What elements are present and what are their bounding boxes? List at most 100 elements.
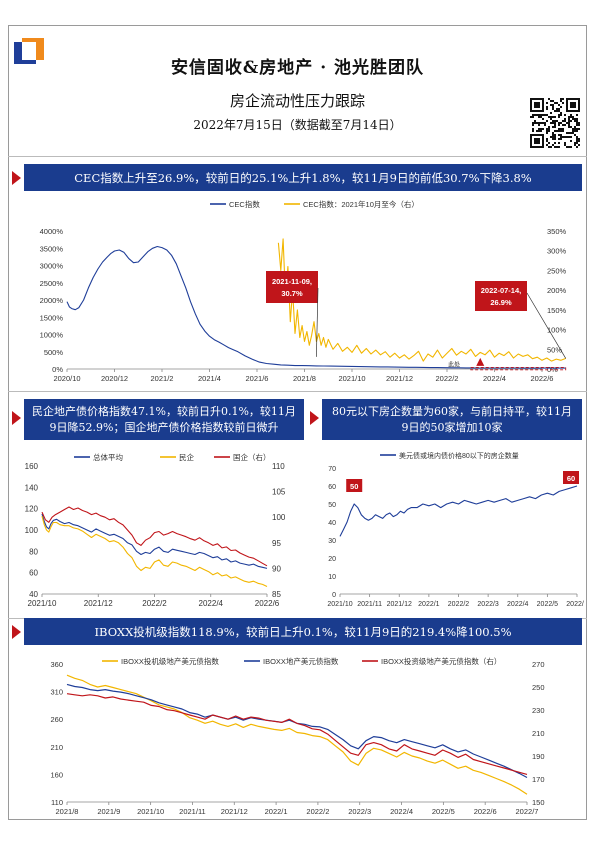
x-tick-label: 2022/2 (306, 807, 329, 816)
qr-module (578, 138, 580, 140)
qr-module (538, 130, 540, 132)
x-tick-label: 2021/8 (293, 374, 316, 383)
annotation-box (266, 271, 318, 303)
qr-module (566, 132, 568, 134)
y-tick-label-right: 105 (272, 488, 286, 497)
legend-label: 总体平均 (93, 452, 123, 462)
series-line-red (66, 693, 528, 775)
qr-module (534, 114, 536, 116)
y-tick-label-right: 95 (272, 539, 281, 548)
qr-module (548, 128, 550, 130)
y-tick-label-left: 0% (52, 365, 63, 374)
y-tick-label-left: 50 (328, 502, 336, 509)
y-tick-label-right: 200% (547, 286, 567, 295)
qr-module (564, 120, 566, 122)
qr-module (554, 122, 556, 124)
annotation-note: 此处 (448, 361, 460, 369)
qr-module (548, 126, 550, 128)
qr-module (552, 122, 554, 124)
x-tick-label: 2022/4 (199, 599, 224, 608)
y-tick-label-left: 80 (29, 547, 38, 556)
qr-module (574, 128, 576, 130)
y-tick-label-left: 140 (25, 483, 39, 492)
y-tick-label-left: 500% (44, 348, 64, 357)
qr-module (550, 104, 552, 106)
qr-module (538, 124, 540, 126)
qr-module (532, 114, 534, 116)
qr-module (538, 114, 540, 116)
qr-module (568, 118, 570, 120)
legend-label: IBOXX投资级地产美元债指数（右） (381, 656, 501, 666)
x-tick-label: 2022/4 (390, 807, 413, 816)
qr-module (548, 98, 550, 100)
qr-module (558, 138, 560, 140)
qr-module (556, 108, 558, 110)
qr-module (550, 122, 552, 124)
x-tick-label: 2022/2 (448, 601, 470, 608)
qr-module (542, 114, 544, 116)
qr-module (558, 104, 560, 106)
y-tick-label-right: 250 (532, 683, 545, 692)
count-banner: 80元以下房企数量为60家，与前日持平，较11月9日的50家增加10家 (322, 399, 582, 440)
x-tick-label: 2022/6 (255, 599, 280, 608)
qr-module (556, 110, 558, 112)
qr-module (546, 138, 548, 140)
essence-logo (14, 38, 44, 64)
annotation-leader (316, 287, 319, 357)
qr-module (550, 136, 552, 138)
x-tick-label: 2022/3 (348, 807, 371, 816)
qr-module (538, 128, 540, 130)
y-tick-label-right: 110 (272, 462, 285, 471)
x-tick-label: 2022/4 (483, 374, 506, 383)
qr-module (552, 132, 554, 134)
x-tick-label: 2021/10 (338, 374, 365, 383)
qr-module (554, 142, 556, 144)
y-tick-label-left: 40 (29, 590, 38, 599)
qr-module (562, 124, 564, 126)
x-tick-label: 2022/6 (474, 807, 497, 816)
qr-module (576, 138, 578, 140)
qr-module (532, 122, 534, 124)
qr-module (576, 114, 578, 116)
qr-module (554, 120, 556, 122)
legend-label: 民企 (179, 452, 194, 462)
qr-module (536, 130, 538, 132)
cec-chart: 0% 500% 1000% 1500% 2000% 2500% 3000% 3500% 4000… (40, 199, 567, 383)
annotation-text: 26.9% (490, 298, 512, 307)
qr-module (550, 100, 552, 102)
qr-module (574, 130, 576, 132)
qr-module (558, 110, 560, 112)
header-divider (8, 156, 587, 157)
x-tick-label: 2022/5 (432, 807, 455, 816)
qr-module (554, 124, 556, 126)
qr-module (566, 146, 568, 148)
qr-module (554, 138, 556, 140)
y-tick-label-left: 100 (25, 526, 39, 535)
banner-marker (12, 411, 21, 425)
annotation-box (475, 281, 527, 311)
y-tick-label-right: 170 (532, 775, 545, 784)
value-label-box (346, 479, 363, 492)
qr-module (574, 126, 576, 128)
qr-module (560, 98, 562, 100)
qr-module (536, 122, 538, 124)
qr-module (542, 118, 544, 120)
y-tick-label-left: 160 (25, 462, 39, 471)
qr-module (552, 108, 554, 110)
y-tick-label-right: 100% (547, 326, 567, 335)
qr-module (574, 144, 576, 146)
qr-module (552, 134, 554, 136)
annotation-leader (526, 292, 567, 359)
y-tick-label-right: 100 (272, 513, 286, 522)
qr-module (572, 118, 574, 120)
qr-module (554, 126, 556, 128)
qr-module (552, 144, 554, 146)
qr-module (562, 128, 564, 130)
qr-module (552, 136, 554, 138)
iboxx-chart: 110 160 210 260 310 360 150 170 190 210 230 250 270 2… (50, 656, 545, 816)
x-tick-label: 2022/6 (531, 374, 554, 383)
x-tick-label: 2021/10 (327, 601, 352, 608)
qr-module (546, 102, 548, 104)
qr-module (578, 140, 580, 142)
qr-module (574, 142, 576, 144)
